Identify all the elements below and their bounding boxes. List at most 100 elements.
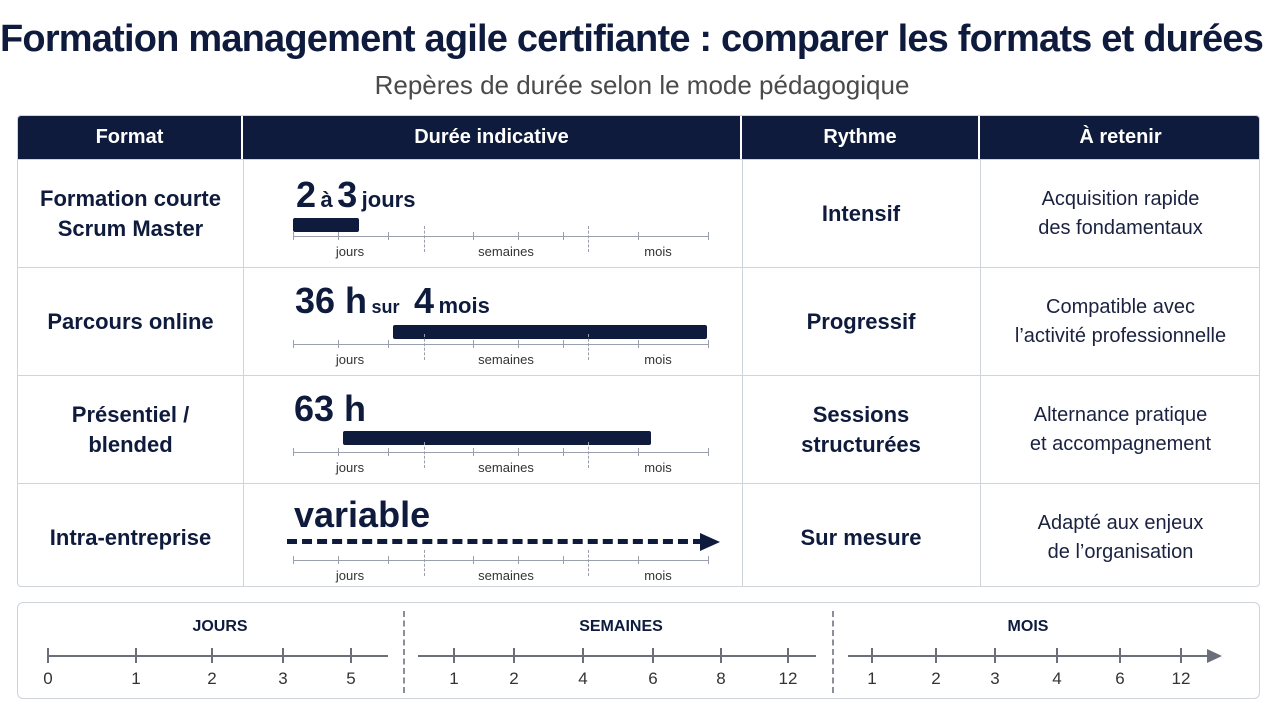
duration-scale: 63 h jours semaines mois bbox=[268, 376, 738, 483]
tick-label: 1 bbox=[867, 669, 877, 688]
scale-separator bbox=[424, 226, 425, 252]
scale-tick bbox=[638, 232, 639, 240]
scale-axis-semaines bbox=[418, 655, 816, 657]
scale-tick bbox=[282, 648, 284, 663]
duration-label: 36 h sur 4 mois bbox=[295, 280, 490, 322]
scale-tick bbox=[338, 448, 339, 456]
rythme-label: Sur mesure bbox=[800, 524, 922, 550]
section-separator bbox=[403, 611, 405, 693]
scale-separator bbox=[588, 550, 589, 576]
scale-tick bbox=[582, 648, 584, 663]
tick-label: 6 bbox=[1115, 669, 1125, 688]
scale-tick bbox=[935, 648, 937, 663]
scale-tick bbox=[293, 556, 294, 564]
header-format: Format bbox=[18, 116, 243, 159]
retenir-label: Acquisition rapide des fondamentaux bbox=[1038, 187, 1203, 239]
duration-value: 2 bbox=[296, 174, 317, 215]
table-row: Parcours online 36 h sur 4 mois jours se… bbox=[18, 267, 1259, 375]
scale-tick bbox=[518, 448, 519, 456]
tick-label: 8 bbox=[716, 669, 726, 688]
scale-tick bbox=[388, 340, 389, 348]
scale-label-mois: mois bbox=[644, 352, 672, 367]
rythme-cell: Sur mesure bbox=[742, 484, 980, 586]
scale-tick bbox=[563, 448, 564, 456]
scale-tick bbox=[1119, 648, 1121, 663]
tick-label: 12 bbox=[778, 669, 798, 688]
rythme-label: Progressif bbox=[806, 308, 916, 334]
scale-tick bbox=[338, 556, 339, 564]
format-label: Parcours online bbox=[47, 308, 214, 334]
scale-tick bbox=[293, 232, 294, 240]
scale-label-mois: mois bbox=[644, 568, 672, 583]
section-title-semaines: SEMAINES bbox=[579, 618, 663, 635]
tick-label: 2 bbox=[931, 669, 941, 688]
duration-bar bbox=[293, 218, 359, 232]
scale-tick bbox=[638, 448, 639, 456]
column-divider bbox=[980, 159, 981, 586]
scale-tick bbox=[47, 648, 49, 663]
page-title: Formation management agile certifiante :… bbox=[0, 18, 1264, 60]
scale-tick bbox=[652, 648, 654, 663]
scale-tick bbox=[871, 648, 873, 663]
tick-label: 12 bbox=[1171, 669, 1191, 688]
tick-label: 3 bbox=[990, 669, 1000, 688]
tick-label: 1 bbox=[449, 669, 459, 688]
rythme-cell: Intensif bbox=[742, 160, 980, 267]
header-rythme: Rythme bbox=[742, 116, 980, 159]
scale-label-semaines: semaines bbox=[478, 568, 534, 583]
duration-value: 3 bbox=[337, 174, 358, 215]
scale-tick bbox=[518, 340, 519, 348]
scale-tick bbox=[350, 648, 352, 663]
scale-separator bbox=[424, 550, 425, 576]
tick-label: 4 bbox=[578, 669, 588, 688]
duration-scale: 2 à 3 jours jours semaines mois bbox=[268, 160, 738, 267]
header-retenir: À retenir bbox=[980, 116, 1259, 159]
duration-bar bbox=[343, 431, 651, 445]
scale-label-semaines: semaines bbox=[478, 460, 534, 475]
scale-label-jours: jours bbox=[335, 460, 365, 475]
tick-label: 2 bbox=[207, 669, 217, 688]
tick-label: 1 bbox=[131, 669, 141, 688]
scale-axis bbox=[293, 452, 708, 453]
scale-tick bbox=[211, 648, 213, 663]
duration-bar bbox=[393, 325, 707, 339]
scale-tick bbox=[388, 556, 389, 564]
scale-tick bbox=[473, 556, 474, 564]
duration-unit: mois bbox=[438, 293, 490, 318]
scale-tick bbox=[1180, 648, 1182, 663]
duration-value: 36 h bbox=[295, 280, 368, 321]
tick-label: 3 bbox=[278, 669, 288, 688]
duration-label: variable bbox=[294, 494, 430, 536]
rythme-label: Intensif bbox=[821, 200, 901, 226]
scale-arrow-icon bbox=[1207, 649, 1222, 663]
column-divider bbox=[742, 159, 743, 586]
rythme-cell: Sessions structurées bbox=[742, 376, 980, 483]
retenir-label: Compatible avec l’activité professionnel… bbox=[1014, 295, 1227, 347]
scale-tick bbox=[293, 340, 294, 348]
scale-tick bbox=[453, 648, 455, 663]
retenir-cell: Acquisition rapide des fondamentaux bbox=[980, 160, 1259, 267]
duration-value: 63 h bbox=[294, 388, 367, 429]
scale-tick bbox=[473, 232, 474, 240]
scale-tick bbox=[708, 340, 709, 348]
duration-connector: sur bbox=[371, 297, 400, 317]
retenir-cell: Alternance pratique et accompagnement bbox=[980, 376, 1259, 483]
tick-label: 6 bbox=[648, 669, 658, 688]
scale-tick bbox=[563, 232, 564, 240]
comparison-table: Format Durée indicative Rythme À retenir… bbox=[17, 115, 1260, 587]
page-subtitle: Repères de durée selon le mode pédagogiq… bbox=[374, 70, 910, 100]
scale-tick bbox=[513, 648, 515, 663]
variable-dashed-arrow bbox=[287, 539, 703, 544]
section-title-mois: MOIS bbox=[1007, 618, 1049, 635]
table-row: Intra-entreprise variable jours semaines… bbox=[18, 483, 1259, 586]
duration-label: 63 h bbox=[294, 388, 366, 430]
section-separator bbox=[832, 611, 834, 693]
section-title-jours: JOURS bbox=[192, 618, 248, 635]
scale-label-mois: mois bbox=[644, 244, 672, 259]
duration-label: 2 à 3 jours bbox=[296, 174, 415, 216]
duration-connector: à bbox=[320, 187, 333, 212]
format-cell: Présentiel / blended bbox=[18, 376, 243, 483]
retenir-cell: Compatible avec l’activité professionnel… bbox=[980, 268, 1259, 375]
scale-axis bbox=[293, 344, 708, 345]
tick-label: 4 bbox=[1052, 669, 1062, 688]
